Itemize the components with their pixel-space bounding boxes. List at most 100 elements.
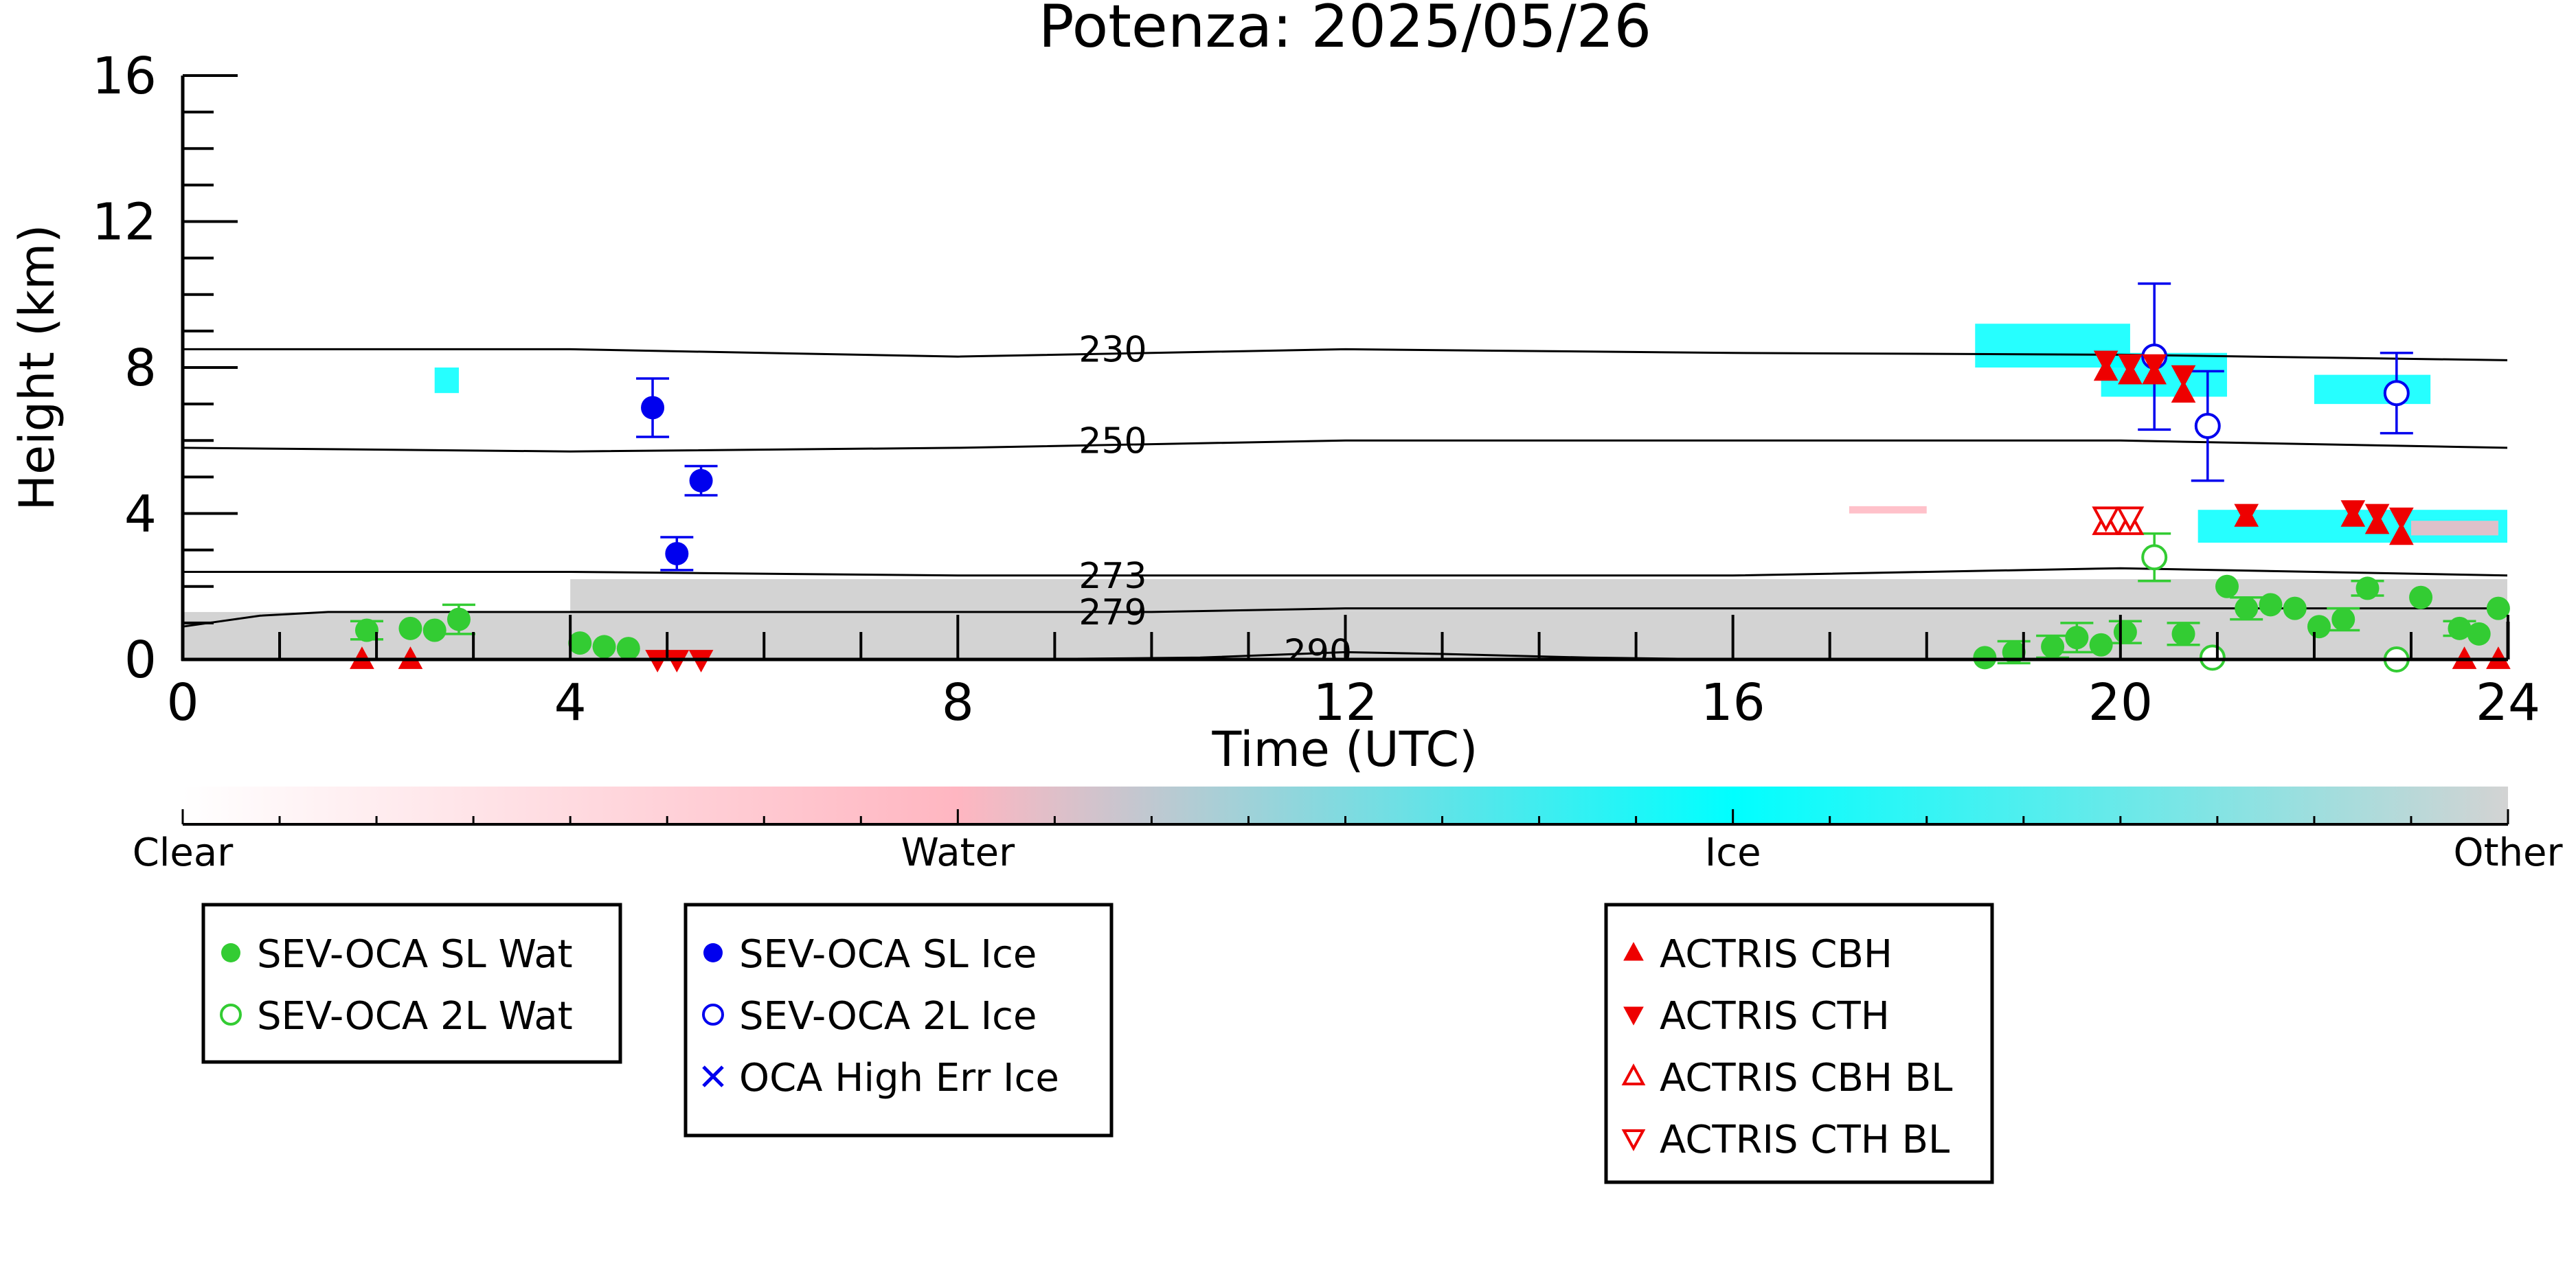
y-tick-label-8: 8 [124,339,157,398]
y-tick-label-4: 4 [124,485,157,544]
legend-entry-actris-cth: ACTRIS CTH [1660,994,1890,1039]
colorbar-label-clear: Clear [133,831,234,875]
legend-box-3 [1604,903,1994,1184]
legend-marker-oca-high-err-ice [702,1065,724,1087]
sev-oca-2l-wat-point-1 [2199,644,2226,671]
sev-oca-sl-wat-point-17 [2283,596,2307,620]
sev-oca-sl-wat-point-9 [2041,635,2065,659]
sev-oca-2l-ice-point-2 [2383,380,2410,407]
x-tick-label-24: 24 [2476,673,2540,732]
sev-oca-sl-wat-point-22 [2448,616,2472,640]
legend-marker-sev-oca-2l-ice [702,1004,724,1026]
isotherm-label-290: 290 [1284,632,1352,673]
sev-oca-sl-wat-point-13 [2171,622,2195,646]
actris-cth-bl-point-0 [2092,506,2121,532]
sev-oca-sl-ice-point-1 [689,468,713,493]
actris-cbh-point-3 [2171,380,2196,403]
legend-marker-actris-cth [1623,1006,1644,1026]
actris-cbh-point-7 [2389,522,2414,545]
cloud-mask-other-8 [570,579,2507,612]
x-tick-label-4: 4 [554,673,587,732]
colorbar-label-other: Other [2453,831,2563,875]
isotherm-250 [182,439,2507,453]
legend-entry-sev-oca-sl-ice: SEV-OCA SL Ice [739,932,1037,977]
isotherm-label-250: 250 [1078,420,1146,462]
actris-cth-point-6 [2364,504,2390,527]
x-tick-label-0: 0 [166,673,199,732]
sev-oca-sl-wat-point-1 [398,616,422,640]
x-tick-label-16: 16 [1701,673,1765,732]
y-tick-label-0: 0 [124,631,157,690]
cloud-mask-water-6 [2410,521,2498,536]
sev-oca-sl-wat-point-21 [2409,585,2433,609]
sev-oca-sl-wat-point-10 [2065,626,2089,650]
legend-marker-actris-cbh-bl [1621,1063,1646,1086]
colorbar: Clear Water Ice Other [133,787,2563,875]
sev-oca-sl-wat-point-5 [592,635,616,659]
sev-oca-sl-wat-point-19 [2331,607,2355,631]
sev-oca-sl-wat-point-11 [2089,633,2113,657]
legend-entry-sev-oca-2l-ice: SEV-OCA 2L Ice [739,994,1037,1039]
axes: 0 4 8 12 16 0 4 8 12 16 20 24 [92,47,2540,732]
legend-entry-actris-cbh: ACTRIS CBH [1660,932,1893,977]
x-tick-label-8: 8 [942,673,974,732]
legends: SEV-OCA SL Wat SEV-OCA 2L Wat SEV-OCA SL I… [201,903,1994,1184]
x-axis-label: Time (UTC) [1212,721,1478,778]
chart-title: Potenza: 2025/05/26 [1039,0,1651,61]
sev-oca-sl-wat-point-12 [2113,620,2137,644]
sev-oca-sl-wat-point-2 [422,618,447,642]
isotherm-279 [182,607,2507,628]
x-tick-label-20: 20 [2088,673,2153,732]
legend-marker-sev-oca-2l-wat [220,1004,242,1026]
actris-cth-point-5 [2340,500,2366,523]
actris-cth-point-4 [2234,504,2259,527]
actris-cth-point-3 [2171,365,2196,388]
legend-box-1 [201,903,622,1064]
legend-marker-sev-oca-sl-ice [703,943,723,962]
y-tick-label-16: 16 [92,47,157,106]
actris-cth-bl-point-1 [2116,506,2145,532]
sev-oca-sl-ice-point-2 [665,541,689,565]
sev-oca-sl-wat-point-20 [2355,576,2380,600]
sev-oca-sl-wat-point-18 [2307,615,2331,639]
isotherm-label-279: 279 [1078,592,1146,633]
cloud-mask-water-5 [1849,506,1927,514]
legend-entry-actris-cth-bl: ACTRIS CTH BL [1660,1118,1950,1162]
legend-box-2 [683,903,1114,1138]
actris-cth-point-2 [2142,354,2167,377]
x-tick-label-12: 12 [1313,673,1377,732]
marker-layer [350,282,2511,673]
sev-oca-sl-ice-point-0 [641,396,665,420]
colorbar-label-ice: Ice [1705,831,1761,875]
legend-entry-oca-high-err-ice: OCA High Err Ice [739,1056,1059,1100]
sev-oca-sl-wat-point-7 [1973,646,1997,670]
sev-oca-sl-wat-point-3 [447,607,471,631]
isotherm-273 [183,567,2507,577]
sev-oca-2l-wat-point-0 [2141,544,2168,571]
y-tick-label-12: 12 [92,193,157,252]
cloud-mask-ice-0 [434,368,459,394]
legend-entry-actris-cbh-bl: ACTRIS CBH BL [1660,1056,1952,1100]
sev-oca-2l-ice-point-1 [2194,413,2221,439]
colorbar-ticks: Clear Water Ice Other [133,809,2563,875]
sev-oca-sl-wat-point-6 [616,637,640,661]
colorbar-label-water: Water [901,831,1016,875]
legend-marker-sev-oca-sl-wat [221,943,240,962]
sev-oca-sl-wat-point-23 [2467,622,2491,646]
cloud-mask-ice-3 [2314,374,2431,405]
legend-marker-actris-cbh [1623,942,1644,961]
legend-entry-sev-oca-2l-wat: SEV-OCA 2L Wat [257,994,573,1039]
isotherm-label-230: 230 [1078,329,1146,370]
sev-oca-sl-wat-point-24 [2486,596,2510,620]
y-axis-label: Height (km) [9,225,65,511]
actris-cth-point-7 [2389,507,2414,530]
legend-entry-sev-oca-sl-wat: SEV-OCA SL Wat [257,932,573,977]
sev-oca-sl-wat-point-15 [2235,596,2259,620]
legend-marker-actris-cth-bl [1621,1129,1646,1151]
actris-cth-point-1 [2118,354,2143,377]
sev-oca-sl-wat-point-0 [354,618,379,642]
isotherm-label-273: 273 [1078,556,1146,597]
sev-oca-sl-wat-point-4 [568,631,592,655]
